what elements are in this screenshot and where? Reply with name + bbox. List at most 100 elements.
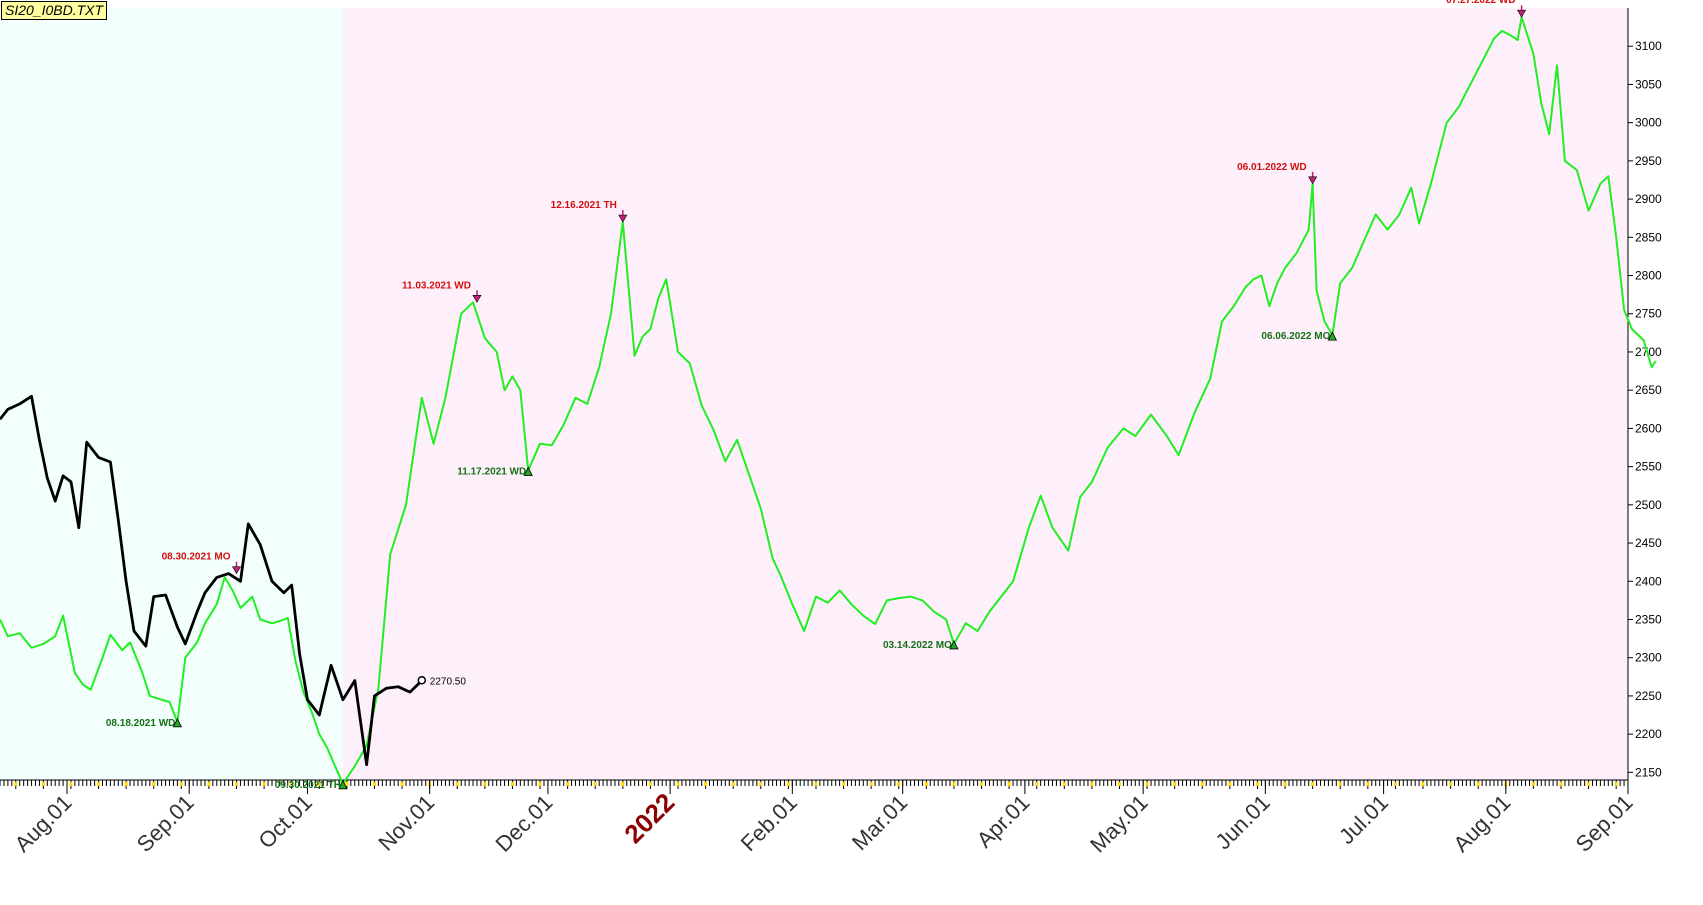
x-tick-label: 2022 [618, 787, 680, 849]
x-week-marker [897, 782, 901, 786]
x-tick-label: Oct.01 [253, 790, 317, 854]
peak-marker [472, 294, 482, 303]
x-week-marker [400, 782, 404, 786]
trough-marker [172, 718, 183, 728]
y-tick-label: 2300 [1635, 651, 1662, 665]
x-week-marker [372, 782, 376, 786]
x-week-marker [179, 782, 183, 786]
x-week-marker [786, 782, 790, 786]
x-tick-label: Sep.01 [1571, 790, 1638, 857]
x-week-marker [1035, 782, 1039, 786]
x-week-marker [262, 782, 266, 786]
y-tick-label: 2250 [1635, 689, 1662, 703]
x-week-marker [1559, 782, 1563, 786]
y-tick-label: 2350 [1635, 612, 1662, 626]
last-price-marker: 2270.50 [417, 676, 467, 687]
x-tick-label: Nov.01 [373, 790, 439, 856]
peak-label: 07.27.2022 WD [1446, 0, 1516, 6]
x-week-marker [483, 782, 487, 786]
peak-label: 11.03.2021 WD [402, 280, 471, 291]
x-week-marker [1531, 782, 1535, 786]
x-week-marker [621, 782, 625, 786]
x-week-marker [648, 782, 652, 786]
x-week-marker [207, 782, 211, 786]
x-week-marker [41, 782, 45, 786]
x-week-marker [676, 782, 680, 786]
last-price-label: 2270.50 [430, 676, 467, 687]
x-week-marker [124, 782, 128, 786]
x-week-marker [1090, 782, 1094, 786]
trough-label: 11.17.2021 WD [457, 466, 526, 477]
x-week-marker [538, 782, 542, 786]
x-week-marker [704, 782, 708, 786]
x-tick-label: Aug.01 [1448, 790, 1515, 857]
x-week-marker [1255, 782, 1259, 786]
y-tick-label: 2200 [1635, 727, 1662, 741]
x-week-marker [235, 782, 239, 786]
file-name-label: SI20_I0BD.TXT [1, 1, 108, 20]
x-week-marker [97, 782, 101, 786]
x-week-marker [1338, 782, 1342, 786]
forecast-line [0, 16, 1657, 785]
x-week-marker [1145, 782, 1149, 786]
y-tick-label: 2700 [1635, 345, 1662, 359]
x-week-marker [593, 782, 597, 786]
x-tick-label: Dec.01 [490, 790, 557, 857]
peak-label: 06.01.2022 WD [1237, 162, 1307, 173]
price-line [0, 394, 423, 767]
y-axis-ticks: 2150 2200 2250 2300 2350 2400 2450 2500 2550 2600… [1628, 39, 1662, 779]
y-tick-label: 2750 [1635, 307, 1662, 321]
x-week-marker [1173, 782, 1177, 786]
x-week-marker [1117, 782, 1121, 786]
y-tick-label: 3050 [1635, 77, 1662, 91]
y-tick-label: 3100 [1635, 39, 1662, 53]
trough-label: 08.18.2021 WD [106, 718, 176, 729]
x-week-marker [345, 782, 349, 786]
peak-marker [1308, 176, 1318, 185]
peak-label: 08.30.2021 MO [162, 552, 231, 563]
series-lines [0, 16, 1657, 785]
x-week-marker [1366, 782, 1370, 786]
x-week-marker [1200, 782, 1204, 786]
y-tick-label: 2650 [1635, 383, 1662, 397]
y-tick-label: 2800 [1635, 269, 1662, 283]
trough-label: 06.06.2022 MO [1261, 331, 1330, 342]
trough-marker [1327, 331, 1338, 341]
x-week-marker [814, 782, 818, 786]
x-week-marker [869, 782, 873, 786]
x-week-marker [317, 782, 321, 786]
x-tick-label: Jun.01 [1210, 790, 1274, 854]
x-axis-ticks: Aug.01 Sep.01 Oct.01 Nov.01 Dec.01 2022 Feb.01… [10, 780, 1638, 857]
trough-marker [523, 466, 533, 476]
y-tick-label: 2950 [1635, 154, 1662, 168]
trough-marker [338, 779, 348, 790]
x-tick-label: Aug.01 [10, 790, 77, 857]
y-tick-label: 2400 [1635, 574, 1662, 588]
last-price-dot [417, 676, 427, 685]
chart-background-history [0, 8, 343, 780]
x-week-marker [759, 782, 763, 786]
x-week-marker [1228, 782, 1232, 786]
turning-point-annotations: 08.30.2021 MO 08.18.2021 WD 09.30.2021 TH 1… [106, 0, 1527, 791]
x-week-marker [1007, 782, 1011, 786]
x-week-marker [1614, 782, 1618, 786]
x-week-marker [14, 782, 18, 786]
x-week-marker [952, 782, 956, 786]
x-tick-label: Apr.01 [972, 790, 1035, 853]
x-week-marker [152, 782, 156, 786]
trough-marker [949, 640, 959, 650]
x-tick-label: Jul.01 [1334, 790, 1393, 849]
x-week-marker [1311, 782, 1315, 786]
x-tick-label: Mar.01 [847, 790, 912, 855]
x-week-marker [1476, 782, 1480, 786]
x-week-marker [980, 782, 984, 786]
y-tick-label: 2850 [1635, 230, 1662, 244]
x-tick-label: Feb.01 [736, 790, 802, 856]
x-week-marker [1421, 782, 1425, 786]
y-tick-label: 2150 [1635, 765, 1662, 779]
y-tick-label: 2500 [1635, 498, 1662, 512]
peak-marker [618, 214, 628, 223]
x-tick-label: Sep.01 [132, 790, 199, 857]
peak-marker [1517, 9, 1527, 18]
